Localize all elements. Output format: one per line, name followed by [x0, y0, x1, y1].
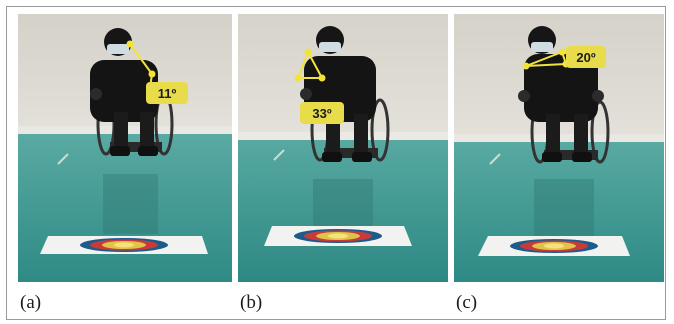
angle-label-box	[146, 82, 188, 104]
photo-panel-c: 20º	[454, 14, 664, 282]
caption-a: (a)	[20, 292, 42, 313]
floor	[18, 134, 232, 282]
caption-c: (c)	[456, 292, 478, 313]
floor-line	[489, 153, 501, 165]
photo-a: 11º	[18, 14, 232, 282]
floor-line	[273, 149, 285, 161]
photo-panel-a: 11º	[18, 14, 232, 282]
reflection	[103, 174, 158, 234]
angle-label-box	[300, 102, 344, 124]
angle-label-a: 11º	[158, 86, 177, 101]
angle-label-c: 20º	[576, 50, 595, 65]
baseboard	[238, 132, 448, 142]
athlete	[90, 28, 158, 156]
floor	[454, 142, 664, 282]
angle-annotation-a: 11º	[126, 40, 188, 104]
caption-b: (b)	[240, 292, 263, 313]
target-mat	[40, 236, 208, 254]
floor	[238, 140, 448, 282]
floor-line	[57, 153, 69, 165]
angle-annotation-c: 20º	[522, 46, 606, 70]
target-mat	[264, 226, 412, 246]
reflection	[534, 179, 594, 239]
photo-b: 33º	[238, 14, 448, 282]
angle-label-box	[566, 46, 606, 68]
photo-panel-b: 33º	[238, 14, 448, 282]
photo-c: 20º	[454, 14, 664, 282]
angle-label-b: 33º	[312, 106, 331, 121]
target-mat	[478, 236, 630, 256]
angle-annotation-b: 33º	[294, 48, 344, 124]
athlete	[518, 26, 604, 162]
